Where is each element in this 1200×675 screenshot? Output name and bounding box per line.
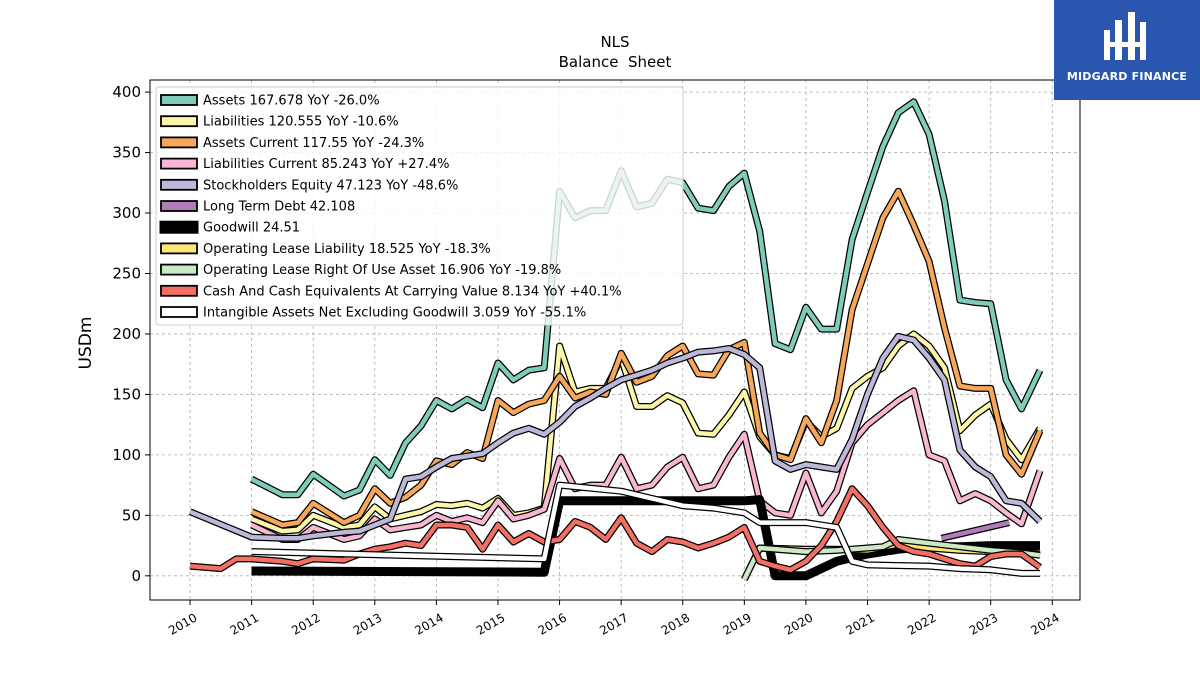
x-tick-label: 2021 <box>844 610 877 637</box>
series-line <box>189 485 1043 574</box>
plot-area <box>188 98 1044 581</box>
x-axis: 2010 2011 2012 2013 2014 2015 2016 2017 2018 2019… <box>166 600 1062 638</box>
legend-label: Operating Lease Right Of Use Asset 16.90… <box>203 263 561 278</box>
y-tick-label: 200 <box>112 325 141 343</box>
y-tick-label: 0 <box>131 567 141 585</box>
series-line-fill <box>251 482 1040 576</box>
x-tick-label: 2014 <box>412 610 445 637</box>
x-tick-label: 2011 <box>228 610 261 637</box>
legend-swatch <box>160 200 198 212</box>
y-tick-label: 350 <box>112 144 141 162</box>
legend-box <box>155 86 684 326</box>
y-axis: 0 50 100 150 200 250 300 350 400 <box>112 83 150 585</box>
legend-label: Stockholders Equity 47.123 YoY -48.6% <box>203 178 458 193</box>
y-tick-label: 150 <box>112 385 141 403</box>
legend-label: Operating Lease Liability 18.525 YoY -18… <box>203 242 491 257</box>
series-line-fill <box>742 537 1041 581</box>
x-tick-label: 2012 <box>289 610 322 637</box>
series-line-fill <box>189 334 1042 541</box>
y-tick-label: 50 <box>122 506 141 524</box>
x-tick-label: 2022 <box>905 610 938 637</box>
legend-swatch <box>160 284 198 297</box>
legend-label: Assets 167.678 YoY -26.0% <box>203 94 380 109</box>
legend-label: Liabilities Current 85.243 YoY +27.4% <box>203 157 450 172</box>
series-line-fill <box>189 486 1042 573</box>
legend-swatch <box>160 242 198 255</box>
x-tick-label: 2010 <box>166 610 199 637</box>
series-line-fill <box>250 388 1043 542</box>
series-line <box>188 332 1043 542</box>
legend-label: Intangible Assets Net Excluding Goodwill… <box>203 306 586 321</box>
legend: Assets 167.678 YoY -26.0% Liabilities 120… <box>155 86 684 326</box>
logo-mark-icon <box>1104 12 1146 60</box>
legend-label: Liabilities 120.555 YoY -10.6% <box>203 115 399 130</box>
y-tick-label: 250 <box>112 264 141 282</box>
legend-swatch <box>160 115 198 128</box>
x-tick-label: 2017 <box>597 610 630 637</box>
y-tick-label: 300 <box>112 204 141 222</box>
series-line <box>940 519 1010 542</box>
x-tick-label: 2018 <box>659 610 692 637</box>
series-line <box>741 536 1041 581</box>
legend-swatch <box>160 136 198 149</box>
legend-swatch <box>159 220 199 234</box>
legend-swatch <box>160 178 198 191</box>
y-tick-label: 400 <box>112 83 141 101</box>
logo-text: MIDGARD FINANCE <box>1066 70 1188 83</box>
x-tick-label: 2020 <box>782 610 815 637</box>
midgard-finance-logo: MIDGARD FINANCE <box>1054 0 1200 100</box>
x-tick-label: 2015 <box>474 610 507 637</box>
legend-swatch <box>160 94 198 106</box>
series-line <box>250 387 1044 543</box>
chart-subtitle: Balance Sheet <box>559 53 672 71</box>
legend-swatch <box>160 306 198 318</box>
x-tick-label: 2023 <box>967 610 1000 637</box>
legend-swatch <box>160 157 198 170</box>
legend-label: Cash And Cash Equivalents At Carrying Va… <box>203 284 622 299</box>
x-tick-label: 2024 <box>1028 610 1061 637</box>
y-axis-label: USDm <box>76 317 96 370</box>
legend-label: Assets Current 117.55 YoY -24.3% <box>203 136 424 151</box>
legend-label: Goodwill 24.51 <box>203 221 300 236</box>
x-tick-label: 2019 <box>720 610 753 637</box>
legend-label: Long Term Debt 42.108 <box>203 200 355 215</box>
y-tick-label: 100 <box>112 446 141 464</box>
series-line-fill <box>940 520 1010 541</box>
axes-frame <box>149 79 1081 601</box>
legend-swatch <box>160 263 198 276</box>
x-tick-label: 2016 <box>536 610 569 637</box>
chart-title: NLS <box>600 33 629 51</box>
x-tick-label: 2013 <box>351 610 384 637</box>
series-line <box>251 481 1040 577</box>
